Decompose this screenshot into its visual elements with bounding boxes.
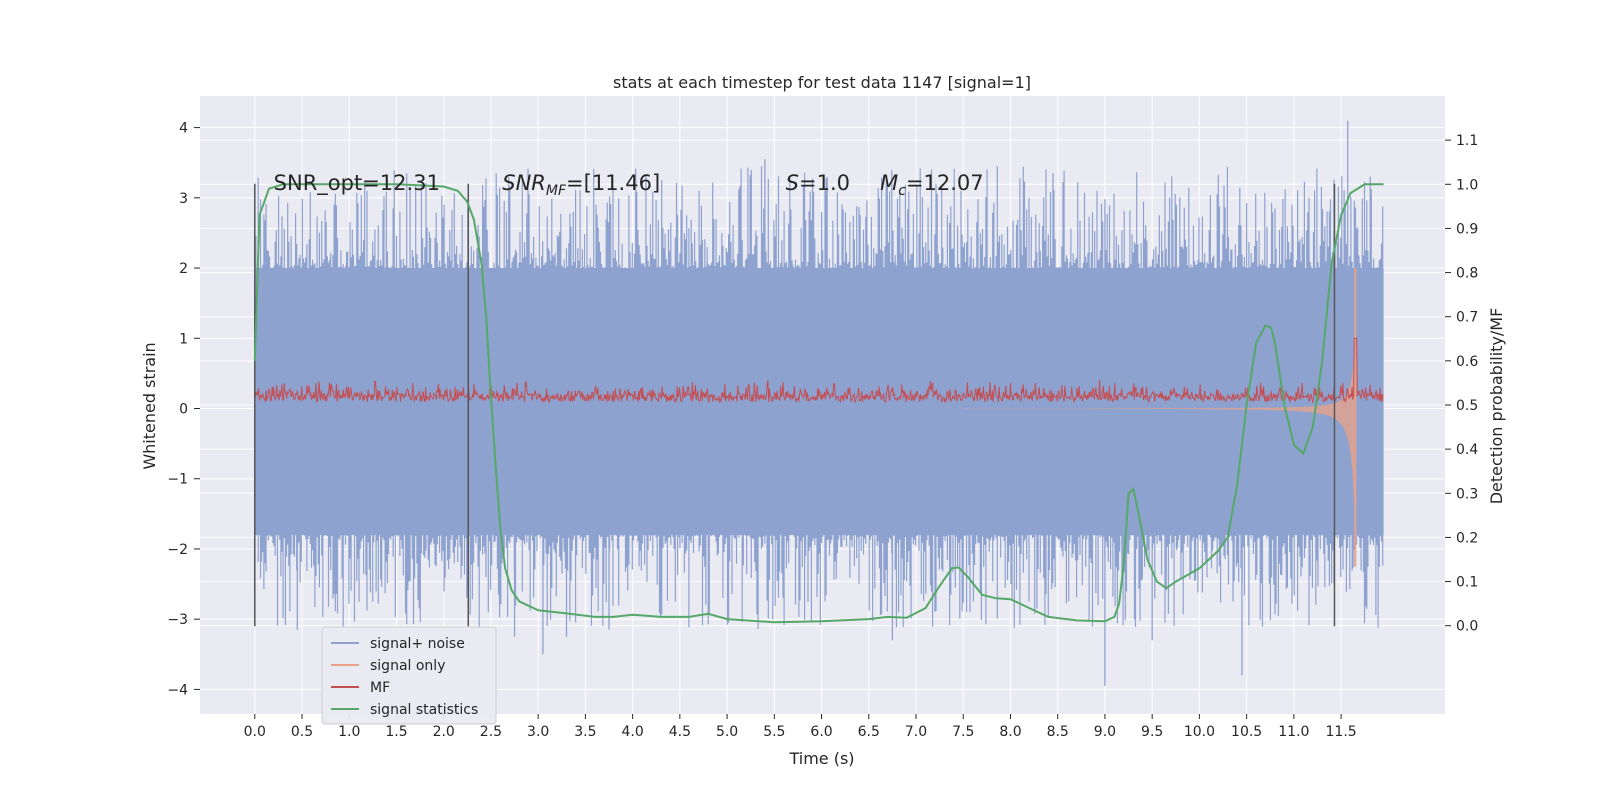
legend-label-1: signal only <box>370 658 445 674</box>
y-tick-label-left: −4 <box>167 682 188 698</box>
legend-label-3: signal statistics <box>370 702 478 718</box>
y-tick-label-right: 0.1 <box>1456 575 1478 591</box>
y-tick-label-right: 0.7 <box>1456 310 1478 326</box>
annotation-3: Mc=12.07 <box>880 171 984 199</box>
vertical-markers <box>254 183 1336 627</box>
y-tick-label-left: −1 <box>167 472 188 488</box>
mf-trace <box>254 337 1384 405</box>
annotation-0: SNR_opt=12.31 <box>274 171 440 196</box>
legend-label-2: MF <box>370 680 390 696</box>
y-tick-label-right: 1.1 <box>1456 133 1478 149</box>
x-tick-label: 11.5 <box>1326 724 1357 740</box>
x-tick-label: 6.0 <box>810 724 832 740</box>
y-tick-label-left: 2 <box>179 261 188 277</box>
x-tick-label: 3.5 <box>574 724 596 740</box>
annotation-subscript: MF <box>546 183 567 199</box>
legend-box <box>321 626 497 725</box>
chart-title: stats at each timestep for test data 114… <box>613 73 1031 92</box>
y-tick-label-right: 0.8 <box>1456 266 1478 282</box>
annotation-subscript: c <box>898 183 906 199</box>
signal-noise-fill <box>254 120 1384 686</box>
annotations: SNR_opt=12.31 SNRMF=[11.46] S=1.0 Mc=12.07 <box>274 171 984 199</box>
annotation-value: =1.0 <box>799 171 850 195</box>
y-tick-label-right: 0.4 <box>1456 442 1478 458</box>
y-axis-label-right: Detection probability/MF <box>1487 308 1506 505</box>
mf-line <box>254 337 1384 405</box>
legend-label-0: signal+ noise <box>370 636 465 652</box>
x-tick-label: 11.0 <box>1278 724 1309 740</box>
y-tick-label-left: 4 <box>179 121 188 137</box>
x-tick-label: 5.5 <box>763 724 785 740</box>
annotation-symbol: SNR <box>502 171 546 195</box>
signal-only-chirp <box>963 268 1357 567</box>
annotation-value: =12.07 <box>906 171 984 195</box>
annotation-symbol: S <box>786 171 799 195</box>
x-tick-label: 10.5 <box>1231 724 1262 740</box>
x-axis-label: Time (s) <box>788 749 854 768</box>
x-tick-label: 0.0 <box>244 724 266 740</box>
x-tick-label: 8.5 <box>1047 724 1069 740</box>
x-tick-label: 10.0 <box>1184 724 1215 740</box>
y-tick-label-right: 0.5 <box>1456 398 1478 414</box>
annotation-2: S=1.0 <box>786 171 850 195</box>
annotation-1: SNRMF=[11.46] <box>502 171 660 199</box>
legend: signal+ noise signal only MF signal statist… <box>321 626 497 725</box>
x-tick-label: 0.5 <box>291 724 313 740</box>
x-tick-label: 9.5 <box>1141 724 1163 740</box>
x-tick-label: 1.0 <box>338 724 360 740</box>
x-tick-label: 8.0 <box>999 724 1021 740</box>
axis-ticks: 0.0 0.5 1.0 1.5 2.0 2.5 3.0 3.5 4.0 4.5 5.0 5.5 6.0 6… <box>167 121 1478 740</box>
y-tick-label-left: 1 <box>179 331 188 347</box>
x-tick-label: 4.5 <box>669 724 691 740</box>
y-tick-label-left: 0 <box>179 402 188 418</box>
x-tick-label: 3.0 <box>527 724 549 740</box>
y-tick-label-left: 3 <box>179 191 188 207</box>
y-tick-label-right: 0.6 <box>1456 354 1478 370</box>
y-tick-label-left: −2 <box>167 542 188 558</box>
signal-statistics-trace <box>253 183 1384 624</box>
annotation-value: =[11.46] <box>566 171 660 195</box>
y-tick-label-right: 0.0 <box>1456 619 1478 635</box>
x-tick-label: 4.0 <box>621 724 643 740</box>
signal-statistics-line <box>253 183 1384 624</box>
y-tick-label-right: 0.3 <box>1456 486 1478 502</box>
x-tick-label: 7.5 <box>952 724 974 740</box>
y-axis-label-left: Whitened strain <box>140 342 159 469</box>
annotation-symbol: M <box>880 171 898 195</box>
x-tick-label: 1.5 <box>385 724 407 740</box>
y-tick-label-right: 0.9 <box>1456 221 1478 237</box>
y-tick-label-right: 0.2 <box>1456 530 1478 546</box>
x-tick-label: 2.0 <box>433 724 455 740</box>
x-tick-label: 2.5 <box>480 724 502 740</box>
x-tick-label: 9.0 <box>1094 724 1116 740</box>
x-tick-label: 7.0 <box>905 724 927 740</box>
x-tick-label: 5.0 <box>716 724 738 740</box>
x-tick-label: 6.5 <box>858 724 880 740</box>
y-tick-label-right: 1.0 <box>1456 177 1478 193</box>
y-tick-label-left: −3 <box>167 612 188 628</box>
